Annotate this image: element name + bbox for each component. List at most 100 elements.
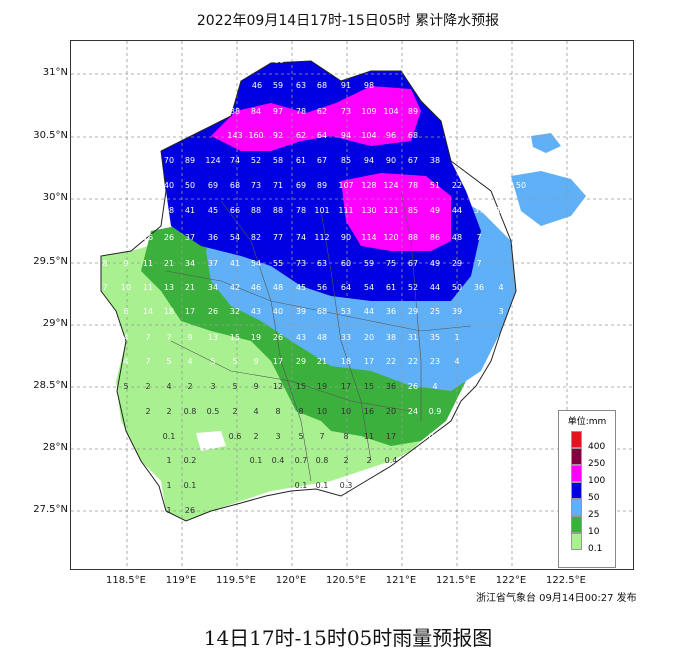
zone-magenta-north bbox=[211, 86, 421, 151]
rainfall-value: 0.4 bbox=[272, 456, 285, 465]
rainfall-value: 74 bbox=[296, 233, 306, 242]
rainfall-value: 2 bbox=[343, 456, 348, 465]
lon-label: 121.5°E bbox=[436, 575, 476, 586]
rainfall-value: 6 bbox=[123, 307, 128, 316]
rainfall-value: 37 bbox=[185, 233, 195, 242]
legend-swatch bbox=[571, 431, 582, 448]
caption: 14日17时-15时05时雨量预报图 bbox=[203, 626, 493, 650]
rainfall-value: 59 bbox=[273, 81, 283, 90]
rainfall-value: 0.4 bbox=[385, 456, 398, 465]
rainfall-value: 52 bbox=[408, 283, 418, 292]
rainfall-value: 50 bbox=[185, 181, 195, 190]
rainfall-value: 143 bbox=[227, 131, 242, 140]
rainfall-value: 15 bbox=[364, 382, 374, 391]
legend-swatch bbox=[571, 499, 582, 516]
legend-label: 0.1 bbox=[588, 544, 603, 554]
rainfall-value: 68 bbox=[408, 131, 418, 140]
rainfall-value: 98 bbox=[364, 81, 374, 90]
rainfall-value: 114 bbox=[361, 233, 376, 242]
legend-title: 单位:mm bbox=[567, 417, 607, 427]
rainfall-value: 78 bbox=[408, 181, 418, 190]
rainfall-value: 89 bbox=[317, 181, 327, 190]
rainfall-value: 29 bbox=[408, 307, 418, 316]
rainfall-value: 67 bbox=[317, 156, 327, 165]
rainfall-value: 63 bbox=[296, 81, 306, 90]
rainfall-value: 8 bbox=[298, 407, 303, 416]
rainfall-value: 50 bbox=[452, 283, 462, 292]
rainfall-value: 0.8 bbox=[316, 456, 329, 465]
rainfall-value: 26 bbox=[408, 382, 418, 391]
rainfall-value: 66 bbox=[230, 206, 240, 215]
rainfall-value: 7 bbox=[145, 357, 150, 366]
lat-label: 30°N bbox=[42, 192, 68, 203]
rainfall-value: 23 bbox=[430, 357, 440, 366]
rainfall-value: 3 bbox=[275, 432, 280, 441]
legend-label: 50 bbox=[588, 493, 600, 503]
rainfall-value: 46 bbox=[251, 283, 261, 292]
rainfall-value: 0.1 bbox=[295, 481, 308, 490]
rainfall-value: 15 bbox=[230, 333, 240, 342]
rainfall-value: 124 bbox=[383, 181, 398, 190]
rainfall-value: 17 bbox=[386, 432, 396, 441]
rainfall-value: 111 bbox=[338, 206, 353, 215]
rainfall-value: 45 bbox=[296, 283, 306, 292]
rainfall-value: 26 bbox=[273, 333, 283, 342]
rainfall-value: 70 bbox=[164, 156, 174, 165]
rainfall-value: 84 bbox=[251, 107, 261, 116]
rainfall-value: 48 bbox=[452, 233, 462, 242]
rainfall-value: 36 bbox=[386, 382, 396, 391]
rainfall-value: 12 bbox=[273, 382, 283, 391]
rainfall-value: 2 bbox=[232, 407, 237, 416]
rainfall-value: 73 bbox=[341, 107, 351, 116]
rainfall-value: 2 bbox=[145, 382, 150, 391]
rainfall-value: 44 bbox=[452, 206, 462, 215]
rainfall-value: 22 bbox=[452, 181, 462, 190]
rainfall-value: 5 bbox=[210, 357, 215, 366]
rainfall-value: 2 bbox=[102, 333, 107, 342]
rainfall-value: 21 bbox=[185, 283, 195, 292]
rainfall-value: 120 bbox=[383, 233, 398, 242]
legend-swatch bbox=[571, 533, 582, 550]
rainfall-value: 5 bbox=[166, 357, 171, 366]
rainfall-value: 48 bbox=[317, 333, 327, 342]
rainfall-value: 45 bbox=[208, 206, 218, 215]
rainfall-value: 51 bbox=[430, 181, 440, 190]
rainfall-value: 1 bbox=[454, 333, 459, 342]
legend-swatch bbox=[571, 465, 582, 482]
rainfall-value: 19 bbox=[317, 382, 327, 391]
rainfall-value: 41 bbox=[185, 206, 195, 215]
lat-label: 31°N bbox=[42, 67, 68, 78]
rainfall-value: 16 bbox=[364, 407, 374, 416]
rainfall-value: 124 bbox=[205, 156, 220, 165]
rainfall-value: 14 bbox=[143, 307, 153, 316]
rainfall-value: 33 bbox=[341, 333, 351, 342]
rainfall-value: 20 bbox=[386, 407, 396, 416]
gridlines bbox=[71, 41, 633, 569]
rainfall-value: 54 bbox=[251, 259, 261, 268]
rainfall-value: 73 bbox=[251, 181, 261, 190]
rainfall-value: 11 bbox=[364, 432, 374, 441]
rainfall-value: 68 bbox=[317, 81, 327, 90]
rainfall-value: 4 bbox=[166, 382, 171, 391]
county-borders bbox=[165, 190, 472, 482]
issuer-note: 浙江省气象台 09月14日00:27 发布 bbox=[476, 593, 637, 604]
rainfall-value: 0.1 bbox=[163, 432, 176, 441]
rainfall-value: 4 bbox=[498, 283, 503, 292]
rainfall-value: 82 bbox=[251, 233, 261, 242]
rainfall-value: 74 bbox=[230, 156, 240, 165]
rainfall-value: 0.3 bbox=[340, 481, 353, 490]
zone-magenta-central bbox=[341, 173, 451, 251]
rainfall-value: 39 bbox=[296, 307, 306, 316]
rainfall-value: 20 bbox=[364, 333, 374, 342]
rainfall-value: 40 bbox=[273, 307, 283, 316]
rainfall-value: 16 bbox=[143, 233, 153, 242]
rainfall-value: 0.8 bbox=[184, 407, 197, 416]
rainfall-value: 7 bbox=[102, 283, 107, 292]
rainfall-value: 68 bbox=[230, 181, 240, 190]
lon-label: 119.5°E bbox=[216, 575, 256, 586]
rainfall-value: 21 bbox=[317, 357, 327, 366]
rainfall-value: 37 bbox=[474, 206, 484, 215]
rainfall-value: 3 bbox=[210, 382, 215, 391]
rainfall-value: 59 bbox=[364, 259, 374, 268]
